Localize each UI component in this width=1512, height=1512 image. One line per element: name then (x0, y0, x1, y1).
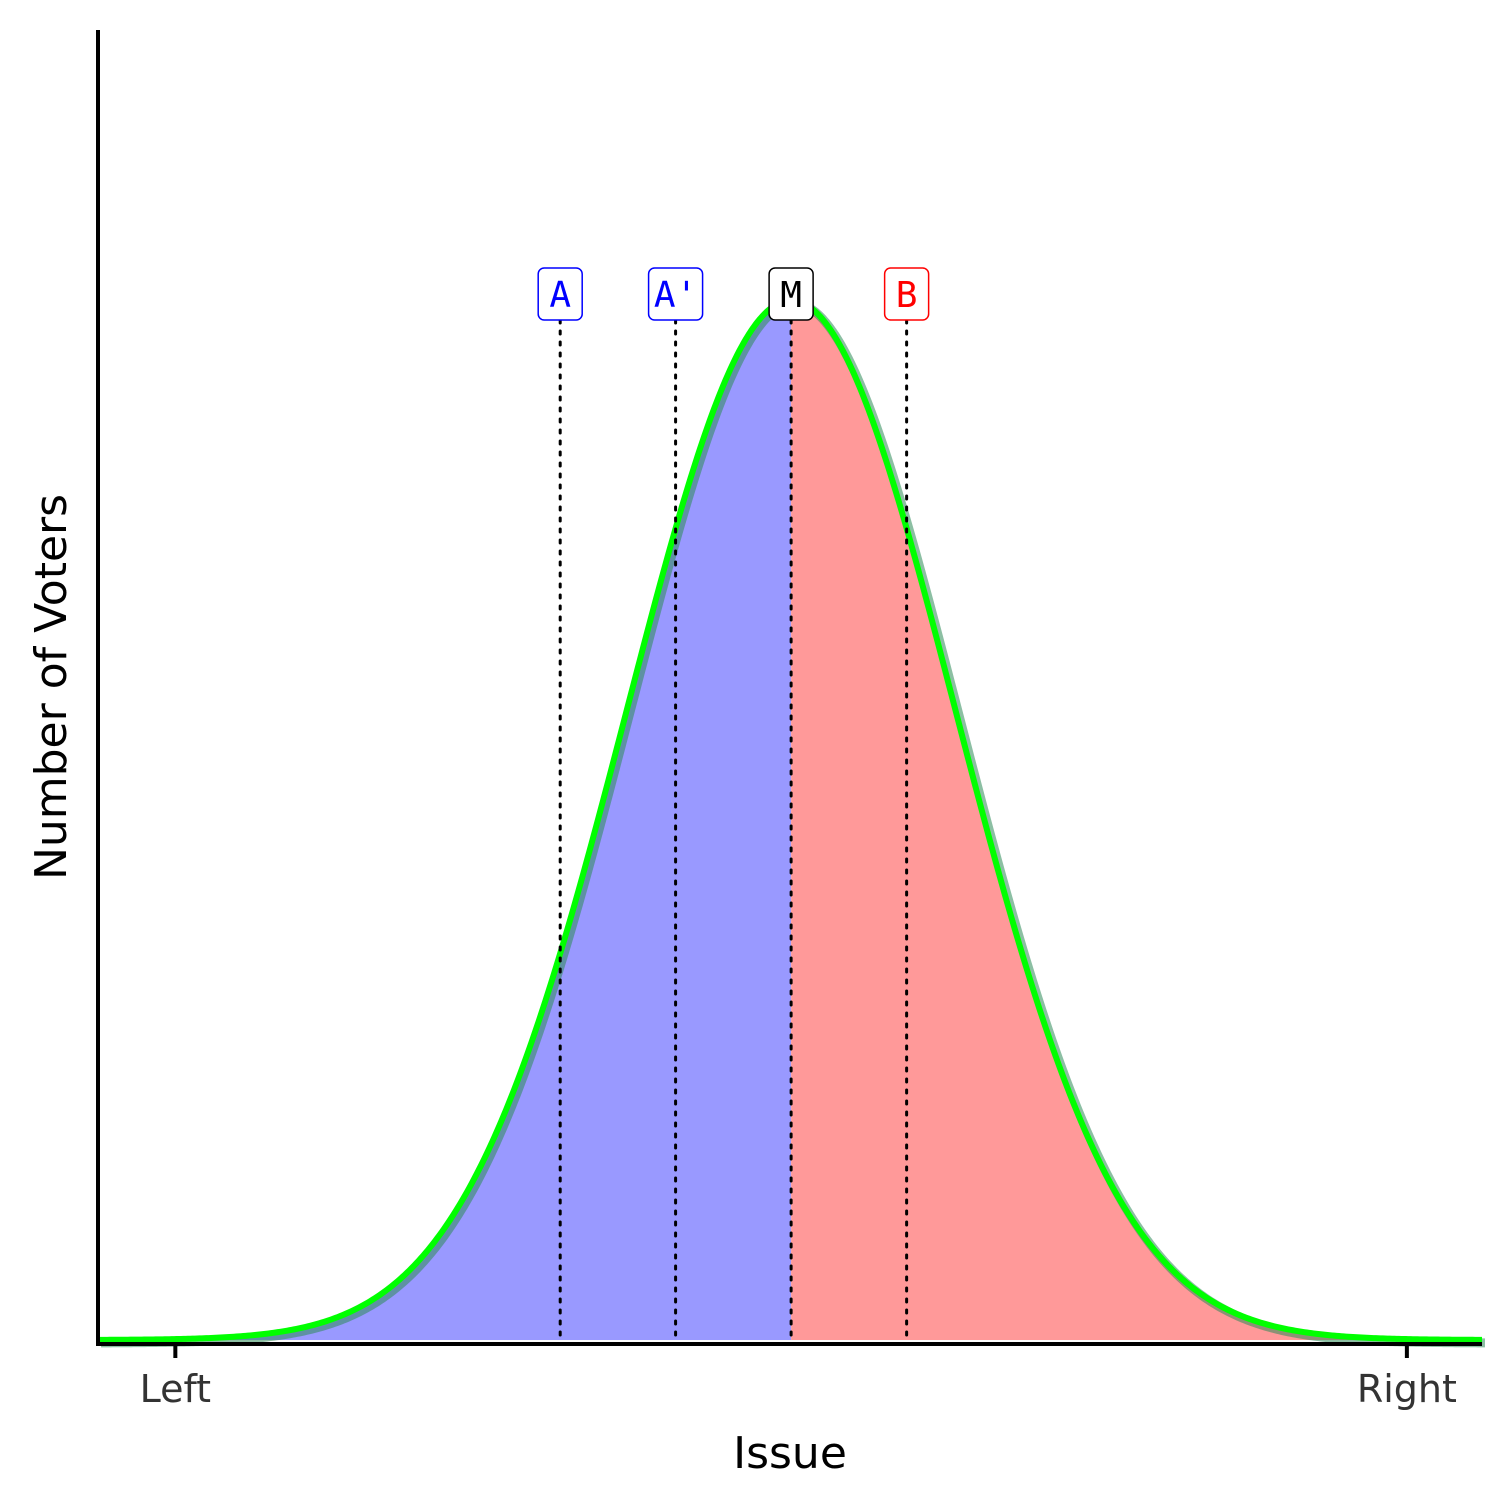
marker-box-0 (537, 267, 583, 321)
marker-label-2: M (780, 275, 802, 316)
marker-label-0: A (549, 275, 571, 316)
axes (96, 30, 1482, 1346)
marker-label-3: B (896, 275, 918, 316)
marker-label-1: A' (654, 275, 697, 316)
marker-box-1 (647, 267, 704, 321)
x-axis-title: Issue (733, 1428, 847, 1479)
y-axis-title: Number of Voters (26, 494, 77, 880)
marker-box-3 (883, 267, 930, 321)
x-tick-label-0: Left (140, 1367, 212, 1411)
x-ticks: Left Right (140, 1344, 1457, 1411)
region-fill-0 (98, 300, 792, 1340)
markers: A A' M B (537, 267, 930, 1342)
x-tick-label-1: Right (1357, 1367, 1457, 1411)
marker-box-2 (768, 267, 814, 321)
region-fill-1 (791, 300, 1482, 1340)
region-fills (98, 300, 1482, 1340)
